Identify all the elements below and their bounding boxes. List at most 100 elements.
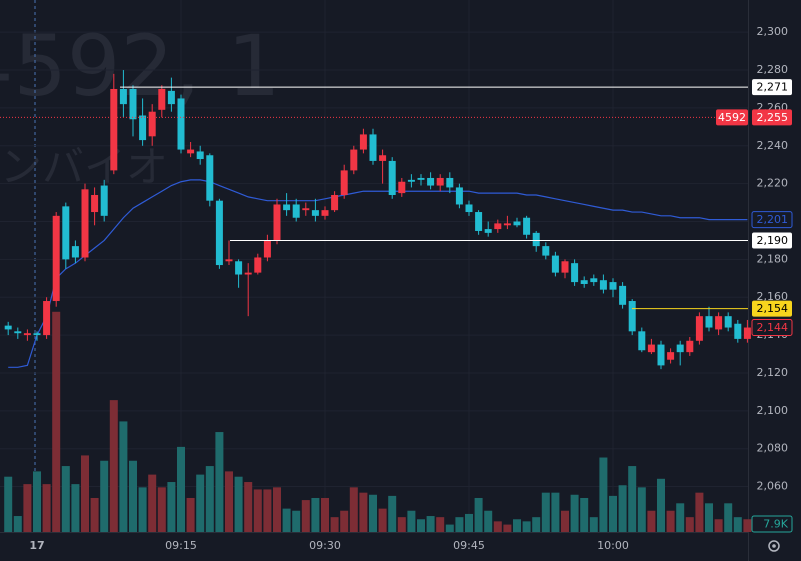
volume-bar bbox=[23, 484, 32, 532]
volume-bar bbox=[733, 517, 742, 532]
watermark-symbol: 4592, 1 bbox=[0, 17, 281, 115]
candle-body bbox=[321, 210, 329, 216]
candle-body bbox=[359, 134, 367, 150]
candle-body bbox=[532, 232, 540, 247]
candle-body bbox=[657, 344, 665, 366]
candle-body bbox=[139, 115, 147, 141]
volume-bar bbox=[138, 487, 147, 532]
candle-body bbox=[52, 215, 60, 302]
volume-bar bbox=[417, 519, 425, 532]
candle-body bbox=[244, 272, 252, 275]
volume-bar bbox=[724, 503, 733, 532]
volume-bar bbox=[474, 497, 483, 532]
candle-body bbox=[71, 246, 79, 258]
volume-bar bbox=[13, 516, 22, 532]
candle-body bbox=[350, 149, 358, 171]
y-tick-label: 2,180 bbox=[757, 252, 789, 265]
candle-body bbox=[398, 181, 406, 194]
candle-body bbox=[417, 177, 425, 180]
candle-body bbox=[167, 90, 175, 105]
x-tick-label: 09:15 bbox=[165, 539, 197, 552]
volume-bar bbox=[532, 517, 541, 532]
volume-bar bbox=[369, 494, 377, 532]
candle-body bbox=[715, 316, 723, 330]
candle-body bbox=[196, 151, 204, 160]
last-close-label: 2,144 bbox=[757, 321, 789, 334]
volume-bar bbox=[52, 311, 61, 532]
price-line-label: 2,255 bbox=[757, 111, 789, 124]
volume-bar bbox=[71, 484, 80, 532]
candle-body bbox=[734, 323, 742, 339]
volume-bar bbox=[90, 497, 99, 532]
candle-body bbox=[590, 278, 598, 283]
volume-bar bbox=[685, 517, 694, 532]
volume-bar bbox=[561, 510, 569, 532]
x-tick-label: 10:00 bbox=[597, 539, 629, 552]
volume-bar bbox=[340, 510, 349, 532]
candle-body bbox=[455, 187, 463, 205]
candle-body bbox=[148, 111, 156, 137]
volume-bar bbox=[263, 489, 272, 532]
symbol-box bbox=[716, 109, 748, 126]
candle-body bbox=[599, 280, 607, 290]
volume-bar bbox=[388, 495, 397, 532]
candle-body bbox=[158, 88, 166, 110]
volume-bar bbox=[637, 487, 646, 532]
candle-body bbox=[580, 280, 588, 284]
candle-body bbox=[465, 204, 473, 213]
candle-body bbox=[523, 217, 531, 235]
candle-body bbox=[743, 327, 751, 339]
grid bbox=[0, 0, 748, 532]
last-average-box bbox=[751, 211, 793, 229]
volume-bar bbox=[570, 494, 579, 532]
candle-body bbox=[235, 261, 243, 275]
volume-bar bbox=[628, 466, 637, 532]
volume-bar bbox=[618, 485, 627, 532]
candle-body bbox=[571, 263, 579, 283]
volume-bar bbox=[253, 489, 262, 532]
candle-body bbox=[62, 206, 70, 260]
candle-body bbox=[494, 223, 502, 230]
candle-body bbox=[225, 259, 233, 262]
candle-body bbox=[273, 204, 281, 241]
volume-bar bbox=[378, 508, 387, 532]
candle-body bbox=[4, 325, 12, 330]
watermark-name: サンバイオ bbox=[0, 143, 168, 192]
candle-body bbox=[647, 344, 655, 353]
price-line-label: 2,271 bbox=[757, 81, 789, 94]
candle-body bbox=[302, 208, 310, 211]
x-tick-label: 09:45 bbox=[453, 539, 485, 552]
volume-bar bbox=[541, 492, 550, 532]
price-line-label: 2,190 bbox=[757, 234, 789, 247]
volume-bar bbox=[273, 487, 281, 532]
volume-bar bbox=[311, 497, 320, 532]
last-average-label: 2,201 bbox=[757, 213, 789, 226]
volume-bar bbox=[743, 519, 752, 532]
candle-body bbox=[33, 333, 41, 336]
volume-bar bbox=[196, 474, 205, 532]
x-tick-label: 09:30 bbox=[309, 539, 341, 552]
candle-body bbox=[667, 352, 675, 360]
volume-bar bbox=[407, 510, 416, 532]
volume-bar bbox=[100, 460, 109, 532]
candle-body bbox=[407, 179, 415, 182]
candle-body bbox=[331, 195, 339, 211]
y-tick-label: 2,060 bbox=[757, 480, 789, 493]
volume-bar bbox=[714, 519, 723, 532]
settings-icon[interactable] bbox=[768, 540, 780, 552]
volume-bar bbox=[61, 466, 70, 532]
candle-body bbox=[187, 149, 195, 154]
candle-body bbox=[177, 98, 185, 150]
candle-body bbox=[110, 88, 118, 171]
price-line-box bbox=[752, 232, 792, 249]
volume-bar bbox=[177, 446, 185, 532]
candle-body bbox=[561, 261, 569, 273]
candle-body bbox=[551, 255, 559, 273]
candle-body bbox=[503, 223, 511, 226]
volume-bar bbox=[359, 492, 368, 532]
volume-bar bbox=[666, 510, 675, 532]
volume-bar bbox=[205, 466, 214, 532]
candle-body bbox=[388, 160, 396, 196]
